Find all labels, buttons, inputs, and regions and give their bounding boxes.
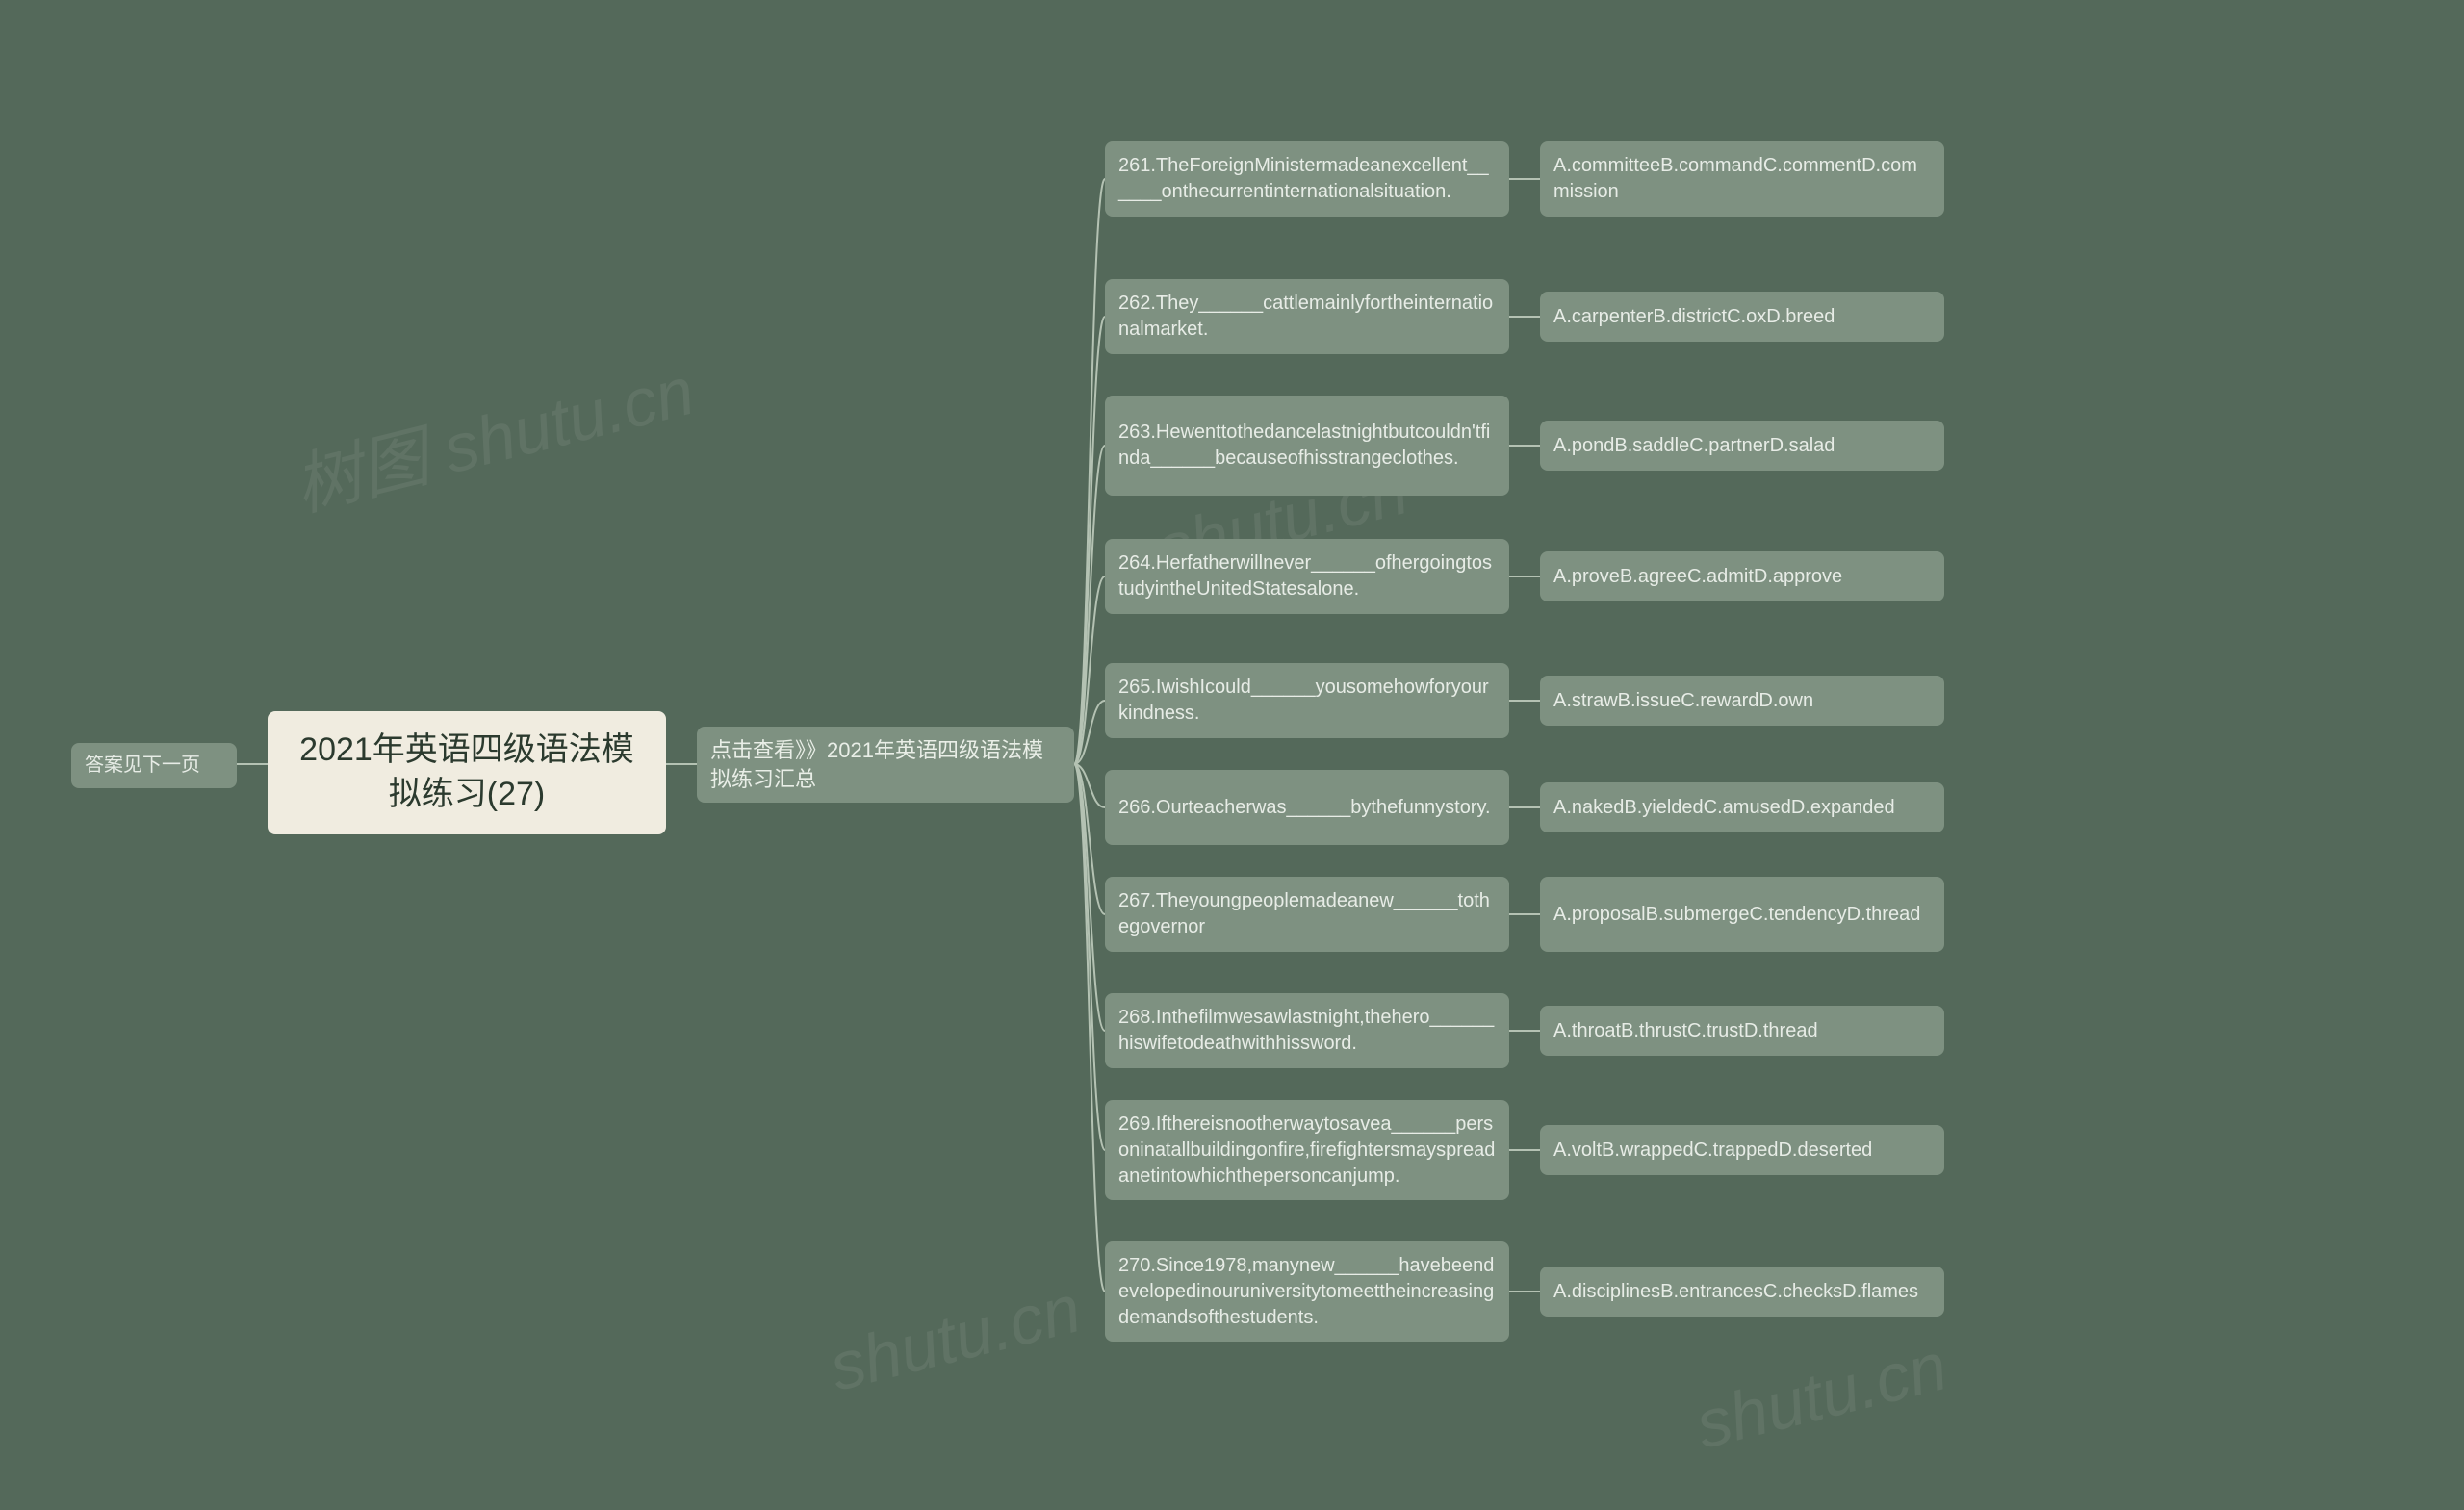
answer-text: A.nakedB.yieldedC.amusedD.expanded: [1553, 795, 1895, 821]
answer-text: A.pondB.saddleC.partnerD.salad: [1553, 433, 1835, 459]
question-node: 267.Theyoungpeoplemadeanew______tothegov…: [1105, 877, 1509, 952]
answer-note-label: 答案见下一页: [85, 753, 200, 779]
question-node: 264.Herfatherwillnever______ofhergoingto…: [1105, 539, 1509, 614]
watermark: shutu.cn: [1688, 1327, 1954, 1464]
question-text: 267.Theyoungpeoplemadeanew______tothegov…: [1118, 888, 1496, 940]
answer-text: A.throatB.thrustC.trustD.thread: [1553, 1018, 1818, 1044]
answer-node: A.pondB.saddleC.partnerD.salad: [1540, 421, 1944, 471]
question-text: 261.TheForeignMinistermadeanexcellent___…: [1118, 153, 1496, 205]
root-node: 2021年英语四级语法模拟练习(27): [268, 711, 666, 834]
answer-node: A.proveB.agreeC.admitD.approve: [1540, 551, 1944, 601]
question-text: 269.Ifthereisnootherwaytosavea______pers…: [1118, 1112, 1496, 1190]
question-text: 264.Herfatherwillnever______ofhergoingto…: [1118, 550, 1496, 602]
watermark: shutu.cn: [822, 1269, 1088, 1406]
question-node: 263.Hewenttothedancelastnightbutcouldn't…: [1105, 396, 1509, 496]
answer-text: A.proveB.agreeC.admitD.approve: [1553, 564, 1842, 590]
question-node: 262.They______cattlemainlyfortheinternat…: [1105, 279, 1509, 354]
question-node: 269.Ifthereisnootherwaytosavea______pers…: [1105, 1100, 1509, 1200]
question-text: 268.Inthefilmwesawlastnight,thehero_____…: [1118, 1005, 1496, 1057]
answer-node: A.proposalB.submergeC.tendencyD.thread: [1540, 877, 1944, 952]
question-text: 265.IwishIcould______yousomehowforyourki…: [1118, 675, 1496, 727]
question-node: 268.Inthefilmwesawlastnight,thehero_____…: [1105, 993, 1509, 1068]
question-node: 265.IwishIcould______yousomehowforyourki…: [1105, 663, 1509, 738]
answer-text: A.proposalB.submergeC.tendencyD.thread: [1553, 902, 1920, 928]
question-node: 266.Ourteacherwas______bythefunnystory.: [1105, 770, 1509, 845]
question-node: 270.Since1978,manynew______havebeendevel…: [1105, 1241, 1509, 1342]
root-title: 2021年英语四级语法模拟练习(27): [289, 729, 645, 817]
question-text: 270.Since1978,manynew______havebeendevel…: [1118, 1253, 1496, 1331]
question-text: 263.Hewenttothedancelastnightbutcouldn't…: [1118, 420, 1496, 472]
answer-node: A.carpenterB.districtC.oxD.breed: [1540, 292, 1944, 342]
answer-node: A.voltB.wrappedC.trappedD.deserted: [1540, 1125, 1944, 1175]
sub-node: 点击查看》》2021年英语四级语法模拟练习汇总: [697, 727, 1074, 803]
answer-note-node: 答案见下一页: [71, 743, 237, 788]
sub-title: 点击查看》》2021年英语四级语法模拟练习汇总: [710, 736, 1061, 793]
watermark: 树图 shutu.cn: [283, 337, 703, 530]
answer-node: A.strawB.issueC.rewardD.own: [1540, 676, 1944, 726]
question-text: 262.They______cattlemainlyfortheinternat…: [1118, 291, 1496, 343]
answer-text: A.carpenterB.districtC.oxD.breed: [1553, 304, 1835, 330]
answer-node: A.disciplinesB.entrancesC.checksD.flames: [1540, 1267, 1944, 1317]
question-text: 266.Ourteacherwas______bythefunnystory.: [1118, 795, 1491, 821]
answer-node: A.committeeB.commandC.commentD.commissio…: [1540, 141, 1944, 217]
answer-node: A.nakedB.yieldedC.amusedD.expanded: [1540, 782, 1944, 832]
answer-text: A.strawB.issueC.rewardD.own: [1553, 688, 1813, 714]
question-node: 261.TheForeignMinistermadeanexcellent___…: [1105, 141, 1509, 217]
answer-text: A.voltB.wrappedC.trappedD.deserted: [1553, 1138, 1872, 1164]
mindmap-canvas: 树图 shutu.cnshutu.cnshutu.cnshutu.cn 答案见下…: [0, 0, 2464, 1510]
answer-text: A.committeeB.commandC.commentD.commissio…: [1553, 153, 1931, 205]
answer-text: A.disciplinesB.entrancesC.checksD.flames: [1553, 1279, 1918, 1305]
answer-node: A.throatB.thrustC.trustD.thread: [1540, 1006, 1944, 1056]
